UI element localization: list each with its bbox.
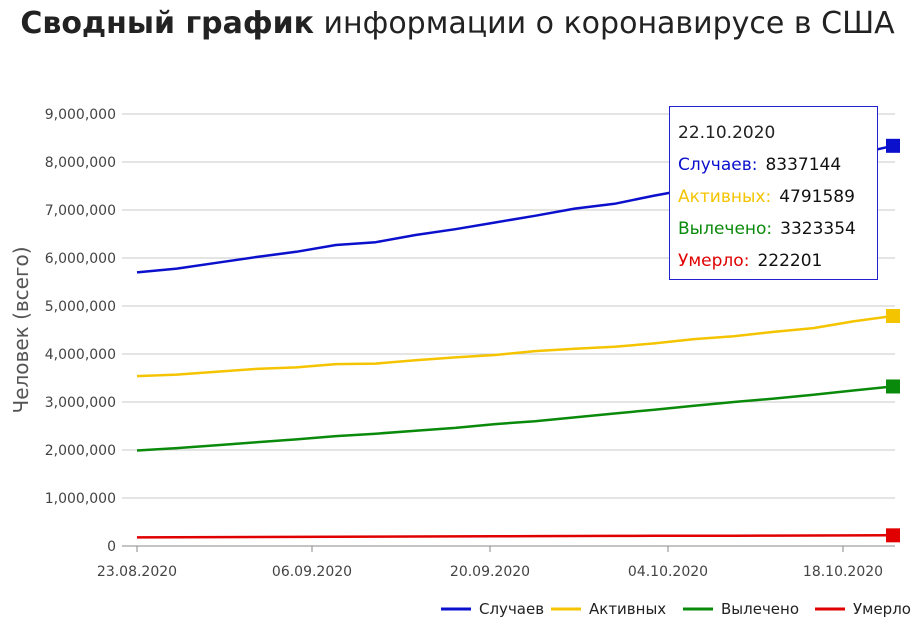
tooltip-row-recovered: Вылечено: 3323354	[678, 213, 869, 245]
y-tick-label: 5,000,000	[45, 299, 116, 315]
y-tick-label: 7,000,000	[45, 203, 116, 219]
x-tick-label: 18.10.2020	[803, 564, 883, 580]
tooltip-date: 22.10.2020	[678, 123, 776, 143]
series-end-marker-2	[886, 379, 900, 394]
tooltip-label-deaths: Умерло:	[678, 251, 750, 271]
chart-title-rest: информации о коронавирусе в США	[314, 6, 895, 41]
x-tick-label: 06.09.2020	[272, 564, 352, 580]
tooltip-value-deaths: 222201	[757, 251, 823, 271]
y-tick-label: 9,000,000	[45, 107, 116, 123]
tooltip-label-active: Активных:	[678, 187, 772, 207]
tooltip-value-cases: 8337144	[765, 155, 842, 175]
series-end-marker-0	[886, 138, 900, 153]
tooltip-row-cases: Случаев: 8337144	[678, 149, 869, 181]
tooltip-row-active: Активных: 4791589	[678, 181, 869, 213]
y-tick-label: 8,000,000	[45, 155, 116, 171]
legend-label-0: Случаев	[479, 600, 544, 618]
y-tick-label: 3,000,000	[45, 395, 116, 411]
legend-label-3: Умерло	[853, 600, 911, 618]
x-tick-label: 20.09.2020	[450, 564, 530, 580]
legend-label-1: Активных	[589, 600, 666, 618]
chart-title: Сводный график информации о коронавирусе…	[0, 4, 915, 44]
x-tick-label: 23.08.2020	[97, 564, 177, 580]
series-line-3	[136, 534, 894, 539]
series-line-2	[136, 385, 894, 452]
series-line-1	[136, 314, 894, 378]
tooltip-row-deaths: Умерло: 222201	[678, 245, 869, 277]
y-axis-label: Человек (всего)	[9, 246, 33, 413]
tooltip-value-recovered: 3323354	[780, 219, 856, 239]
y-tick-label: 0	[107, 539, 116, 555]
y-tick-label: 6,000,000	[45, 251, 116, 267]
series-end-marker-3	[886, 528, 900, 543]
legend-label-2: Вылечено	[721, 600, 799, 618]
tooltip-value-active: 4791589	[779, 187, 855, 207]
data-tooltip: 22.10.2020 Случаев: 8337144 Активных: 4791…	[669, 106, 878, 280]
x-tick-label: 04.10.2020	[628, 564, 708, 580]
tooltip-label-cases: Случаев:	[678, 155, 758, 175]
tooltip-label-recovered: Вылечено:	[678, 219, 773, 239]
y-tick-label: 4,000,000	[45, 347, 116, 363]
chart-title-bold: Сводный график	[20, 6, 315, 41]
y-tick-label: 1,000,000	[45, 491, 116, 507]
series-end-marker-1	[886, 309, 900, 324]
y-tick-label: 2,000,000	[45, 443, 116, 459]
